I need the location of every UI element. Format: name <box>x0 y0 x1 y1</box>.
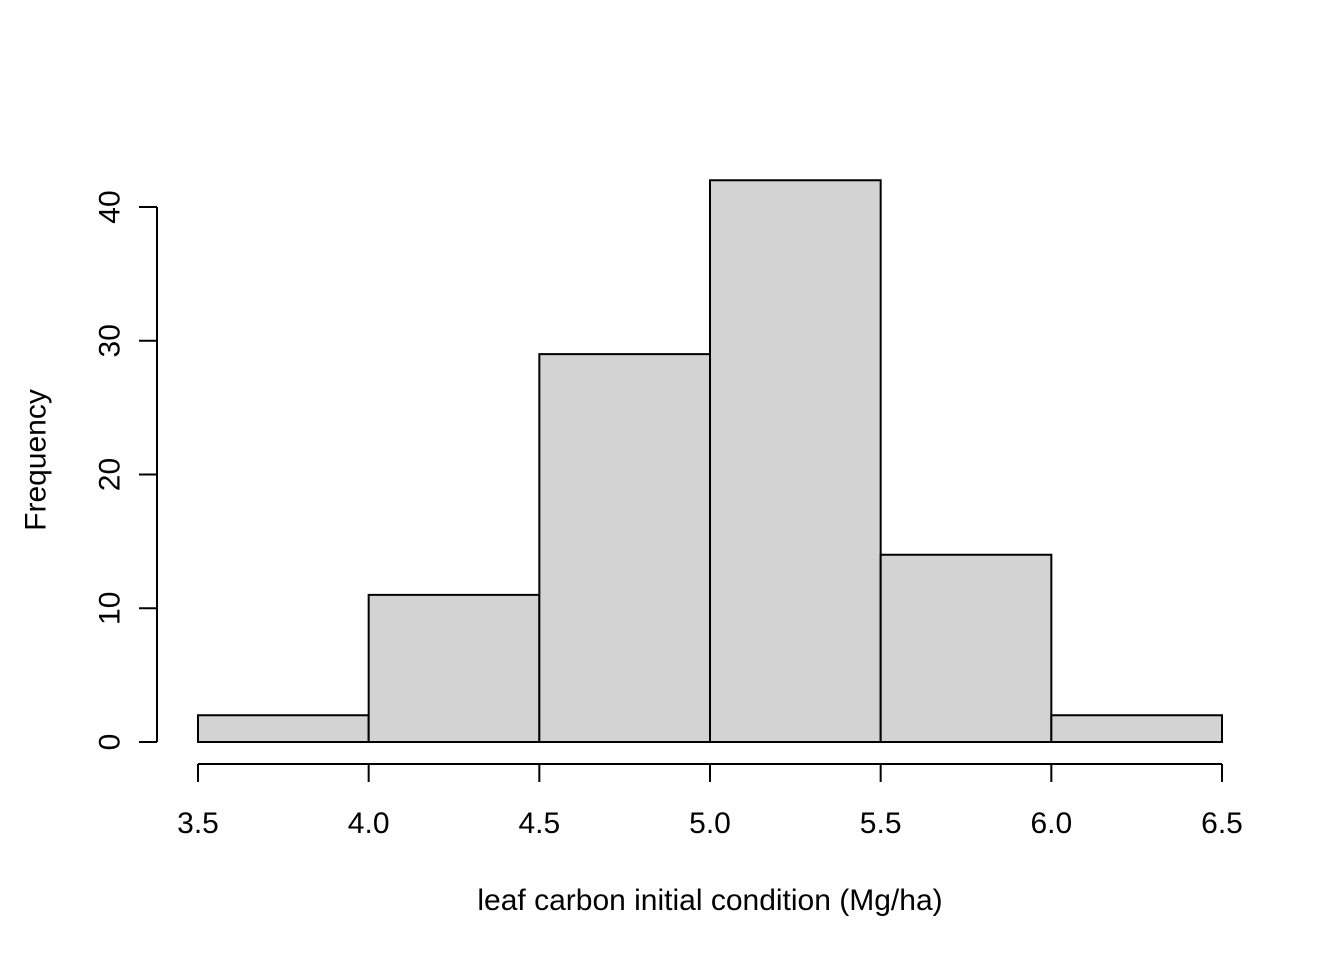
x-tick-label: 5.0 <box>689 807 731 840</box>
x-tick-label: 3.5 <box>177 807 219 840</box>
bars-group <box>197 179 1224 743</box>
x-axis: 3.5 4.0 4.5 5.0 5.5 6.0 6.5 <box>177 763 1243 840</box>
y-axis-title: Frequency <box>20 389 53 531</box>
histogram-bar <box>538 353 711 743</box>
y-tick-label: 0 <box>94 734 127 751</box>
x-tick-label: 5.5 <box>860 807 902 840</box>
histogram-bar <box>197 714 370 743</box>
y-tick-label: 10 <box>94 592 127 625</box>
x-tick-label: 4.5 <box>518 807 560 840</box>
histogram-bar <box>1050 714 1224 743</box>
y-axis: 0 10 20 30 40 <box>94 190 158 750</box>
x-tick-label: 6.5 <box>1201 807 1243 840</box>
x-axis-title: leaf carbon initial condition (Mg/ha) <box>477 884 942 917</box>
x-tick-label: 6.0 <box>1030 807 1072 840</box>
y-tick-label: 20 <box>94 458 127 491</box>
y-tick-label: 30 <box>94 324 127 357</box>
histogram-bar <box>709 179 882 743</box>
histogram-bar <box>367 593 541 743</box>
histogram-bar <box>879 553 1053 743</box>
x-tick-label: 4.0 <box>348 807 390 840</box>
y-tick-label: 40 <box>94 190 127 223</box>
